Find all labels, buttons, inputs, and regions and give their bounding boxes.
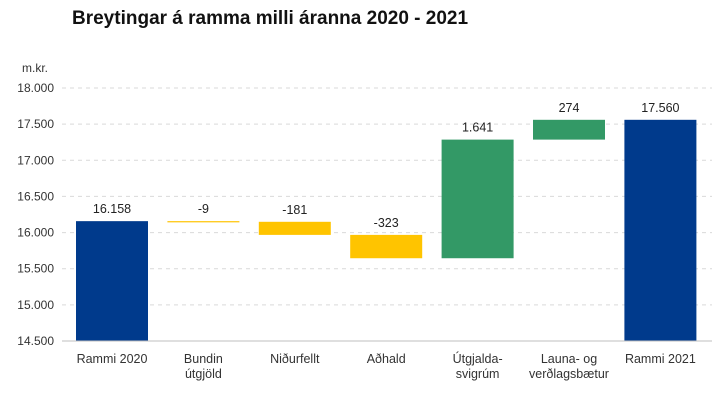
x-category-label: Bundin bbox=[184, 352, 223, 366]
bar-increase bbox=[441, 139, 514, 259]
chart-title: Breytingar á ramma milli áranna 2020 - 2… bbox=[72, 8, 469, 29]
y-tick-label: 14.500 bbox=[17, 334, 54, 348]
y-tick-label: 15.500 bbox=[17, 262, 54, 276]
bar-total bbox=[624, 119, 697, 341]
y-axis-unit-label: m.kr. bbox=[22, 61, 48, 75]
data-label: 16.158 bbox=[93, 202, 131, 216]
data-label: -323 bbox=[374, 216, 399, 230]
bar-total bbox=[76, 221, 148, 341]
y-tick-label: 17.000 bbox=[17, 153, 54, 167]
data-label: -181 bbox=[282, 203, 307, 217]
x-category-label: verðlagsbætur bbox=[529, 367, 609, 381]
bars bbox=[76, 119, 697, 341]
bar-decrease bbox=[350, 234, 423, 259]
data-label: 274 bbox=[559, 101, 580, 115]
y-tick-label: 18.000 bbox=[17, 81, 54, 95]
axes: 14.500 15.000 15.500 16.000 16.500 17.000 17.5… bbox=[17, 61, 712, 381]
x-category-label: útgjöld bbox=[185, 367, 222, 381]
y-tick-label: 15.000 bbox=[17, 298, 54, 312]
y-tick-label: 16.500 bbox=[17, 189, 54, 203]
x-category-label: Aðhald bbox=[367, 352, 406, 366]
data-labels: 16.158 -9 -181 -323 1.641 274 17.560 bbox=[93, 101, 680, 230]
y-tick-label: 17.500 bbox=[17, 117, 54, 131]
x-category-label: Niðurfellt bbox=[270, 352, 320, 366]
y-tick-label: 16.000 bbox=[17, 226, 54, 240]
bar-increase bbox=[533, 119, 605, 140]
grid-lines bbox=[62, 87, 712, 306]
x-category-label: Launa- og bbox=[541, 352, 597, 366]
x-category-label: Rammi 2021 bbox=[625, 352, 696, 366]
x-category-label: Útgjalda- bbox=[453, 351, 503, 366]
bar-decrease bbox=[258, 221, 331, 235]
data-label: 1.641 bbox=[462, 121, 493, 135]
data-label: 17.560 bbox=[641, 101, 679, 115]
x-category-label: svigrúm bbox=[456, 367, 500, 381]
x-category-label: Rammi 2020 bbox=[77, 352, 148, 366]
data-label: -9 bbox=[198, 202, 209, 216]
bar-decrease bbox=[167, 221, 240, 223]
